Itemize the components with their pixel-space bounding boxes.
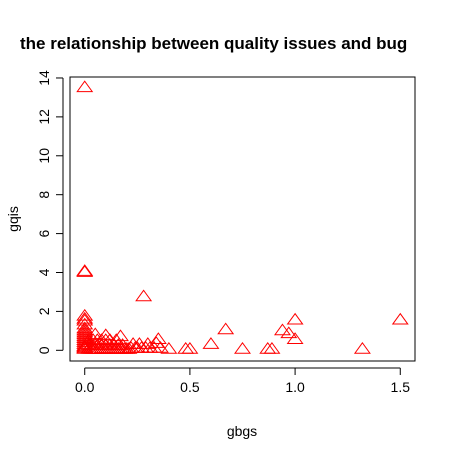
data-point	[76, 264, 94, 276]
data-point	[147, 336, 165, 348]
data-point	[76, 308, 94, 321]
y-tick-label: 8	[36, 191, 52, 199]
data-point	[130, 337, 148, 349]
data-point	[273, 323, 291, 336]
data-point	[149, 332, 167, 345]
data-point	[353, 341, 371, 354]
y-tick-label: 2	[36, 307, 52, 315]
data-point	[286, 332, 304, 345]
data-point	[160, 341, 178, 354]
x-tick-label: 1.0	[285, 379, 305, 395]
data-point	[76, 339, 94, 351]
data-point	[391, 312, 409, 325]
data-point	[286, 312, 304, 325]
data-point	[181, 341, 199, 354]
data-point	[263, 341, 281, 354]
chart-title: the relationship between quality issues …	[20, 34, 407, 53]
y-axis-label: gqis	[5, 206, 21, 232]
data-point	[112, 329, 129, 342]
y-tick-label: 12	[36, 109, 52, 125]
data-point	[280, 326, 298, 339]
data-point	[135, 289, 153, 302]
data-point	[234, 341, 251, 354]
y-tick-label: 6	[36, 229, 52, 237]
data-point	[76, 265, 94, 277]
data-point	[202, 337, 220, 349]
x-tick-label: 0.0	[75, 379, 95, 395]
y-tick-label: 14	[36, 70, 52, 86]
data-point	[97, 328, 115, 341]
data-point	[86, 327, 104, 340]
y-tick-label: 10	[36, 148, 52, 164]
data-point	[217, 322, 235, 335]
x-tick-label: 0.5	[180, 379, 200, 395]
x-tick-label: 1.5	[391, 379, 411, 395]
x-axis: 0.0 0.5 1.0 1.5	[75, 367, 411, 395]
y-tick-label: 4	[36, 268, 52, 276]
data-points	[76, 80, 409, 354]
y-tick-label: 0	[36, 346, 52, 354]
plot-frame	[69, 76, 416, 362]
data-point	[76, 80, 94, 93]
x-axis-label: gbgs	[227, 423, 257, 439]
y-axis: 0 2 4 6 8 10 12 14	[36, 70, 64, 354]
